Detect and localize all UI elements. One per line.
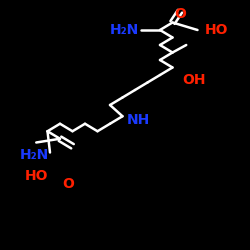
Text: H₂N: H₂N — [20, 148, 49, 162]
Text: O: O — [174, 7, 186, 21]
Text: H₂N: H₂N — [110, 23, 139, 37]
Text: OH: OH — [182, 73, 206, 87]
Text: NH: NH — [126, 113, 150, 127]
Text: O: O — [62, 177, 74, 191]
Text: HO: HO — [25, 169, 48, 183]
Text: HO: HO — [205, 23, 229, 37]
